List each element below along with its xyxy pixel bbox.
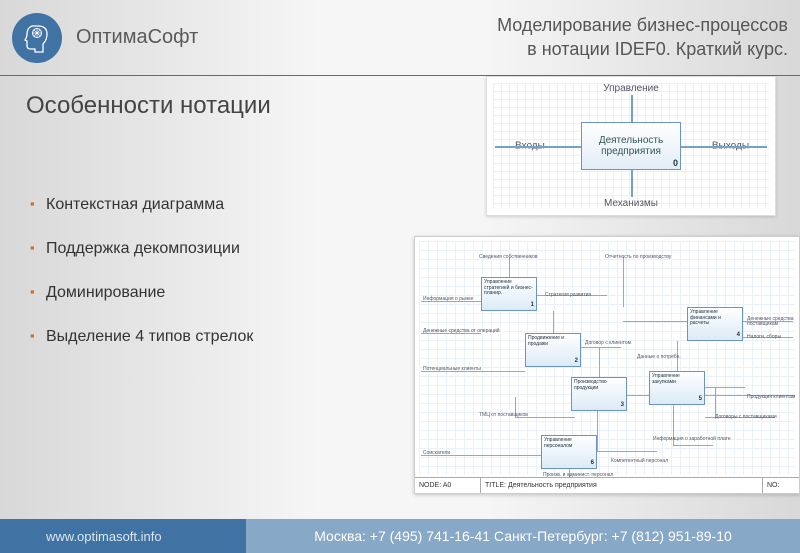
arrow-mech [631,169,633,197]
dec-label: Информация о заработной плате [653,437,731,442]
dec-label: Отчетность по производству [605,255,671,260]
dec-node: Управление закупками5 [649,371,705,405]
context-node-label: Деятельность предприятия [584,135,678,157]
dec-node: Продвижение и продажи2 [525,333,581,367]
arrow-in [495,146,581,148]
dec-node: Управление персоналом6 [541,435,597,469]
connector-line [599,347,600,377]
dec-label: Информация о рынке [423,297,473,302]
header: ОптимаСофт Моделирование бизнес-процессо… [0,0,800,76]
brand-name: ОптимаСофт [76,26,198,49]
dec-label: Договоры с поставщиками [715,415,777,420]
dec-label: Денежные средства поставщикам [747,317,799,327]
connector-line [623,321,687,322]
bullet-item: Поддержка декомпозиции [30,240,253,258]
dec-label: Компетентный персонал [611,459,668,464]
connector-line [509,257,510,277]
slide-deck-title: Моделирование бизнес-процессов в нотации… [497,14,788,61]
logo-icon [12,13,62,63]
connector-line [673,445,713,446]
slide-title: Особенности нотации [26,92,271,120]
footer-url: www.optimasoft.info [0,519,246,553]
dec-label: Данные о потребн. [637,355,681,360]
dec-label: Договор с клиентом [585,341,631,346]
titlebar-no: NO: [763,478,799,493]
dec-node: Управление финансами и расчеты4 [687,307,743,341]
bullet-item: Выделение 4 типов стрелок [30,328,253,346]
connector-line [597,451,657,452]
dec-label: Потенциальные клиенты [423,367,481,372]
decomposition-diagram: Управление стратегией и бизнес-планир.1 П… [414,236,800,494]
title-line-1: Моделирование бизнес-процессов [497,14,788,37]
bullet-item: Контекстная диаграмма [30,196,253,214]
connector-line [597,411,598,451]
arrow-control [631,95,633,123]
footer-contacts: Москва: +7 (495) 741-16-41 Санкт-Петербу… [246,519,800,553]
context-node: Деятельность предприятия 0 [581,122,681,170]
bullet-item: Доминирование [30,284,253,302]
dec-label: Денежные средства от операций [423,329,500,334]
title-line-2: в нотации IDEF0. Краткий курс. [497,38,788,61]
context-diagram: Управление Входы Выходы Механизмы Деятел… [486,76,776,216]
slide-body: Особенности нотации Контекстная диаграмм… [0,76,800,519]
dec-label: ТМЦ от поставщиков [479,413,528,418]
dec-label: Продукция клиентам [747,395,795,400]
connector-line [581,347,621,348]
ctx-label-bottom: Механизмы [604,198,658,209]
grid-bg [419,241,795,475]
connector-line [623,257,624,307]
context-node-index: 0 [673,158,678,168]
bullet-list: Контекстная диаграмма Поддержка декомпоз… [30,196,253,372]
dec-label: Стратегия развития [545,293,591,298]
connector-line [715,387,716,417]
dec-label: Соискатели [423,451,450,456]
head-profile-icon [21,22,53,54]
diagram-titlebar: NODE: A0 TITLE: Деятельность предприятия… [415,477,799,493]
dec-label: Сведения собственников [479,255,538,260]
dec-label: Налоги, сборы [747,335,781,340]
titlebar-title: TITLE: Деятельность предприятия [481,478,763,493]
footer: www.optimasoft.info Москва: +7 (495) 741… [0,519,800,553]
dec-node: Управление стратегией и бизнес-планир.1 [481,277,537,311]
titlebar-node: NODE: A0 [415,478,481,493]
dec-node: Производство продукции3 [571,377,627,411]
connector-line [553,311,554,333]
connector-line [705,387,745,388]
ctx-label-top: Управление [603,83,659,94]
arrow-out [681,146,767,148]
